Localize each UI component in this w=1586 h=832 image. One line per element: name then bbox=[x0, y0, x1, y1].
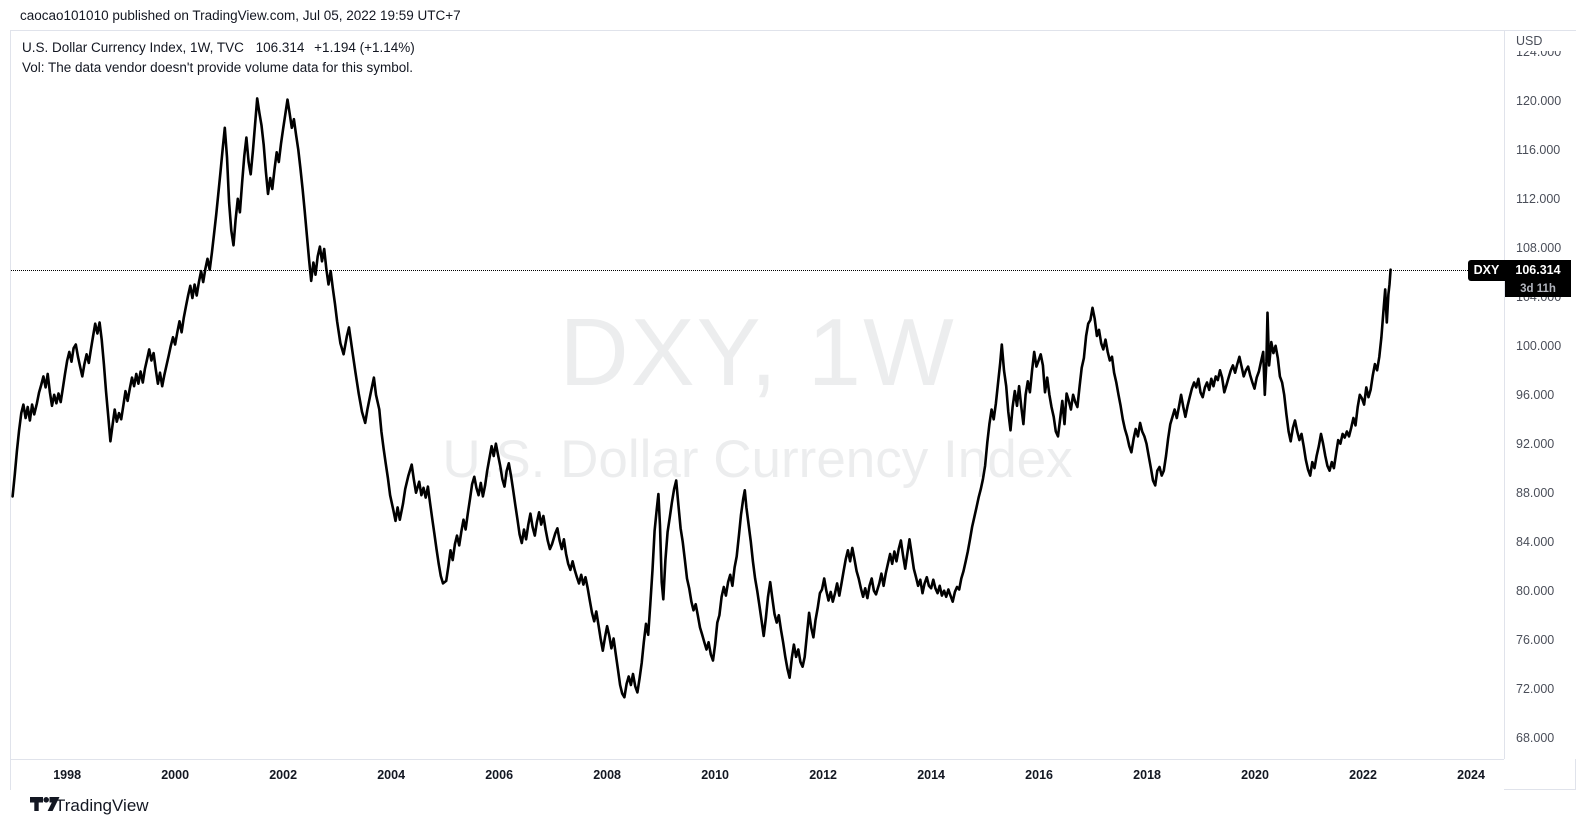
legend-change: +1.194 (+1.14%) bbox=[314, 40, 415, 55]
time-tick-label: 2012 bbox=[809, 768, 837, 782]
price-tick-label: 76.000 bbox=[1516, 632, 1555, 647]
tradingview-brand-text[interactable]: TradingView bbox=[55, 796, 149, 815]
price-tick-label: 84.000 bbox=[1516, 534, 1555, 549]
legend-price: 106.314 bbox=[255, 40, 305, 55]
price-tick-label: 68.000 bbox=[1516, 730, 1555, 745]
time-axis[interactable]: 1998 2000 2002 2004 2006 2008 2010 2012 2014 2016… bbox=[11, 759, 1504, 791]
price-tag-value: 106.314 bbox=[1505, 259, 1571, 281]
time-tick-label: 1998 bbox=[53, 768, 82, 782]
price-axis-unit-label: USD bbox=[1505, 31, 1576, 51]
price-tag-countdown: 3d 11h bbox=[1505, 280, 1571, 297]
chart-frame: DXY, 1W U.S. Dollar Currency Index U.S. … bbox=[10, 30, 1577, 791]
legend-volume-note: Vol: The data vendor doesn't provide vol… bbox=[22, 60, 414, 75]
time-tick-label: 2004 bbox=[377, 768, 406, 782]
price-axis[interactable]: 124.000 120.000 116.000 112.000 108.000 104.0… bbox=[1504, 31, 1577, 759]
tradingview-logo-icon[interactable] bbox=[30, 797, 60, 813]
price-tick-label: 120.000 bbox=[1516, 94, 1562, 109]
price-tick-label: 116.000 bbox=[1516, 143, 1561, 158]
chart-canvas[interactable]: DXY, 1W U.S. Dollar Currency Index U.S. … bbox=[11, 31, 1504, 759]
price-tick-label: 108.000 bbox=[1516, 241, 1562, 255]
price-tick-label: 80.000 bbox=[1516, 583, 1555, 598]
time-tick-label: 2000 bbox=[161, 768, 190, 782]
time-tick-label: 2002 bbox=[269, 768, 298, 782]
time-tick-label: 2006 bbox=[485, 768, 514, 782]
price-tick-label: 112.000 bbox=[1516, 192, 1561, 207]
time-tick-label: 2014 bbox=[917, 768, 945, 782]
legend-symbol-title[interactable]: U.S. Dollar Currency Index, 1W, TVC bbox=[22, 40, 244, 55]
time-tick-label: 2024 bbox=[1457, 768, 1485, 782]
price-tick-label: 96.000 bbox=[1516, 387, 1555, 402]
legend: U.S. Dollar Currency Index, 1W, TVC 106.… bbox=[22, 38, 415, 78]
time-tick-label: 2020 bbox=[1241, 768, 1269, 782]
published-text: caocao101010 published on TradingView.co… bbox=[20, 8, 461, 23]
published-bar: caocao101010 published on TradingView.co… bbox=[0, 0, 1586, 30]
last-price-tag[interactable]: DXY 106.314 3d 11h bbox=[1468, 259, 1576, 297]
price-tick-label: 88.000 bbox=[1516, 485, 1555, 500]
time-tick-label: 2022 bbox=[1349, 768, 1377, 782]
price-tag-symbol: DXY bbox=[1468, 259, 1505, 281]
time-tick-label: 2010 bbox=[701, 768, 730, 782]
time-tick-label: 2018 bbox=[1133, 768, 1161, 782]
time-tick-label: 2008 bbox=[593, 768, 622, 782]
time-tick-label: 2016 bbox=[1025, 768, 1053, 782]
price-tick-label: 92.000 bbox=[1516, 436, 1555, 451]
price-series-line bbox=[11, 97, 1392, 699]
last-price-line bbox=[11, 269, 1504, 271]
footer: TradingView bbox=[0, 792, 1586, 832]
price-tick-label: 72.000 bbox=[1516, 681, 1555, 696]
price-tick-label: 100.000 bbox=[1516, 338, 1562, 353]
